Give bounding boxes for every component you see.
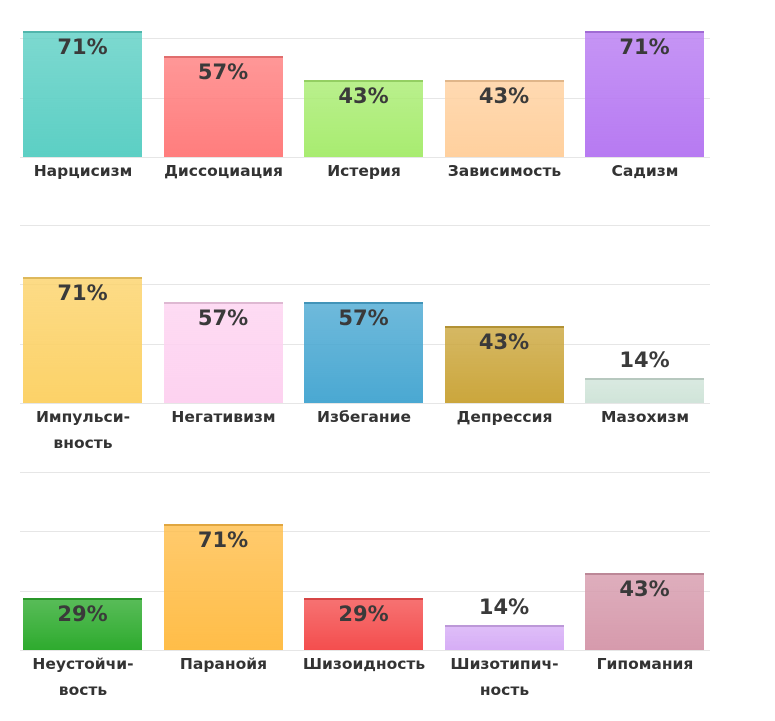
grid-line — [20, 472, 710, 473]
category-label: Депрессия — [456, 408, 553, 426]
value-label: 29% — [338, 602, 389, 627]
bar — [23, 30, 142, 157]
value-label: 71% — [619, 34, 670, 59]
category-label: Диссоциация — [164, 162, 283, 180]
value-label: 57% — [338, 305, 389, 330]
category-label: Избегание — [317, 408, 411, 426]
bar — [585, 30, 704, 157]
grid-line — [20, 157, 710, 158]
bar — [585, 573, 704, 650]
value-label: 71% — [197, 527, 249, 552]
bar — [163, 301, 283, 403]
bar — [444, 326, 564, 403]
bar — [163, 55, 283, 157]
grid-line — [20, 37, 710, 39]
value-label: 71% — [57, 34, 108, 59]
bar — [585, 378, 704, 403]
bar — [304, 598, 423, 650]
category-label: Неустойчи-вость — [32, 655, 134, 699]
bar — [23, 598, 142, 650]
value-label: 57% — [197, 305, 249, 330]
bar — [163, 523, 283, 650]
bar — [444, 625, 564, 650]
bar — [304, 80, 423, 157]
category-label: Паранойя — [179, 655, 268, 673]
value-label: 14% — [478, 595, 530, 620]
bar — [444, 80, 564, 157]
category-label: Негативизм — [171, 408, 276, 426]
grid-line — [20, 530, 710, 532]
category-label: Нарцисизм — [33, 162, 133, 180]
value-label: 43% — [619, 577, 670, 602]
value-label: 57% — [197, 59, 249, 84]
bar — [23, 276, 142, 403]
category-label: Садизм — [611, 162, 679, 180]
category-label: Истерия — [327, 162, 401, 180]
value-label: 14% — [619, 348, 670, 373]
grid-line — [20, 403, 710, 404]
category-label: Гипомания — [596, 655, 694, 673]
value-label: 71% — [57, 280, 108, 305]
grid-line — [20, 283, 710, 285]
category-label: Мазохизм — [600, 408, 690, 426]
value-label: 29% — [57, 602, 108, 627]
value-label: 43% — [478, 330, 530, 355]
category-label: Импульси-вность — [35, 408, 131, 452]
value-label: 43% — [338, 84, 389, 109]
bar — [304, 301, 423, 403]
grid-line — [20, 650, 710, 651]
grid-line — [20, 591, 710, 593]
grid-line — [20, 225, 710, 226]
value-label: 43% — [478, 84, 530, 109]
category-label: Шизотипич-ность — [450, 655, 559, 699]
category-label: Шизоидность — [302, 655, 426, 673]
category-label: Зависимость — [447, 162, 562, 180]
